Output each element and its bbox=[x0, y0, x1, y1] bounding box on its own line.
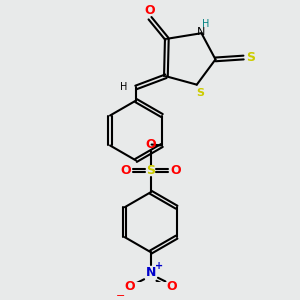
Text: +: + bbox=[155, 261, 163, 271]
Text: O: O bbox=[125, 280, 135, 293]
Text: O: O bbox=[166, 280, 177, 293]
Text: H: H bbox=[202, 19, 209, 29]
Text: −: − bbox=[116, 291, 125, 300]
Text: O: O bbox=[171, 164, 181, 177]
Text: O: O bbox=[145, 4, 155, 17]
Text: N: N bbox=[146, 266, 156, 279]
Text: O: O bbox=[146, 138, 156, 151]
Text: H: H bbox=[120, 82, 127, 92]
Text: S: S bbox=[146, 164, 155, 177]
Text: S: S bbox=[247, 51, 256, 64]
Text: S: S bbox=[196, 88, 205, 98]
Text: N: N bbox=[197, 27, 206, 37]
Text: O: O bbox=[120, 164, 131, 177]
